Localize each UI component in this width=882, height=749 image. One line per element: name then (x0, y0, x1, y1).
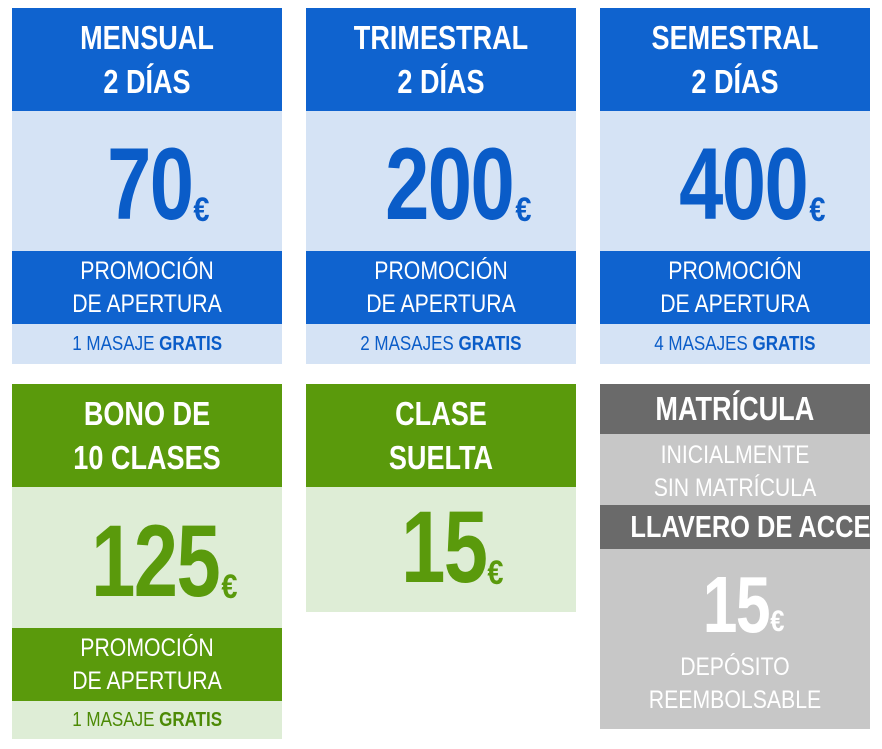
plan-title-line1: TRIMESTRAL (353, 18, 529, 56)
plan-card-semestral: SEMESTRAL 2 DÍAS 400 € PROMOCIÓN DE APER… (600, 8, 870, 364)
promo-line2: DE APERTURA (72, 289, 222, 318)
bonus-label: 1 MASAJE (72, 332, 155, 355)
llavero-title: LLAVERO DE ACCESO (600, 505, 882, 549)
bonus-label: 4 MASAJES (654, 332, 748, 355)
price-value: 15 (400, 490, 488, 604)
plan-title-line1: MENSUAL (80, 18, 214, 56)
promo-line1: PROMOCIÓN (80, 256, 214, 285)
bonus-label: 2 MASAJES (360, 332, 454, 355)
matricula-card: MATRÍCULA INICIALMENTE SIN MATRÍCULA LLA… (600, 384, 882, 729)
promo-banner: PROMOCIÓN DE APERTURA (306, 251, 576, 324)
plan-title-line1: CLASE (395, 394, 487, 432)
plan-title: TRIMESTRAL 2 DÍAS (306, 8, 576, 111)
bonus-text: 4 MASAJES GRATIS (600, 324, 870, 364)
promo-banner: PROMOCIÓN DE APERTURA (12, 251, 282, 324)
plan-card-trimestral: TRIMESTRAL 2 DÍAS 200 € PROMOCIÓN DE APE… (306, 8, 576, 364)
bonus-strong: GRATIS (752, 332, 816, 355)
promo-line2: DE APERTURA (366, 289, 516, 318)
plan-price: 70 € (12, 111, 282, 251)
promo-line1: PROMOCIÓN (374, 256, 508, 285)
plan-price: 200 € (306, 111, 576, 251)
plan-title-line2: 2 DÍAS (691, 62, 779, 100)
bonus-strong: GRATIS (458, 332, 522, 355)
matricula-note: INICIALMENTE SIN MATRÍCULA (600, 434, 870, 505)
price-value: 400 (679, 127, 810, 241)
bonus-label: 1 MASAJE (72, 708, 155, 731)
plan-price: 125 € (12, 487, 282, 628)
plan-title: MENSUAL 2 DÍAS (12, 8, 282, 111)
llavero-title-text: LLAVERO DE ACCESO (630, 509, 882, 544)
price-value: 200 (385, 127, 516, 241)
currency-symbol: € (487, 554, 504, 592)
plan-title-line2: 2 DÍAS (397, 62, 485, 100)
plan-title-line2: 2 DÍAS (103, 62, 191, 100)
bonus-text: 2 MASAJES GRATIS (306, 324, 576, 364)
promo-line2: DE APERTURA (660, 289, 810, 318)
plan-title-line1: SEMESTRAL (651, 18, 819, 56)
promo-line1: PROMOCIÓN (80, 633, 214, 662)
currency-symbol: € (193, 191, 210, 229)
price-value: 70 (106, 127, 194, 241)
deposit-note: DEPÓSITO REEMBOLSABLE (600, 651, 870, 717)
deposit-line1: DEPÓSITO (680, 653, 790, 681)
currency-symbol: € (515, 191, 532, 229)
plan-title: CLASE SUELTA (306, 384, 576, 487)
plan-price: 400 € (600, 111, 870, 251)
promo-line1: PROMOCIÓN (668, 256, 802, 285)
price-value: 15 (702, 560, 771, 649)
matricula-title: MATRÍCULA (600, 384, 870, 434)
plan-card-bono-10-clases: BONO DE 10 CLASES 125 € PROMOCIÓN DE APE… (12, 384, 282, 739)
matricula-title-text: MATRÍCULA (655, 390, 815, 427)
llavero-body: 15 € DEPÓSITO REEMBOLSABLE (600, 549, 870, 729)
bonus-text: 1 MASAJE GRATIS (12, 324, 282, 364)
promo-line2: DE APERTURA (72, 666, 222, 695)
matricula-note-line1: INICIALMENTE (660, 441, 810, 469)
price-value: 125 (91, 504, 222, 618)
plan-card-mensual: MENSUAL 2 DÍAS 70 € PROMOCIÓN DE APERTUR… (12, 8, 282, 364)
plan-price: 15 € (306, 487, 576, 612)
llavero-price: 15 € (600, 549, 870, 645)
currency-symbol: € (809, 191, 826, 229)
bonus-text: 1 MASAJE GRATIS (12, 701, 282, 739)
deposit-line2: REEMBOLSABLE (648, 686, 822, 714)
bonus-strong: GRATIS (158, 332, 222, 355)
currency-symbol: € (221, 568, 238, 606)
currency-symbol: € (770, 605, 785, 638)
matricula-note-line2: SIN MATRÍCULA (653, 474, 817, 502)
plan-title-line1: BONO DE (83, 394, 211, 432)
plan-title: BONO DE 10 CLASES (12, 384, 282, 487)
plan-title: SEMESTRAL 2 DÍAS (600, 8, 870, 111)
plan-title-line2: 10 CLASES (73, 438, 221, 476)
plan-card-clase-suelta: CLASE SUELTA 15 € (306, 384, 576, 612)
plan-title-line2: SUELTA (388, 438, 494, 476)
promo-banner: PROMOCIÓN DE APERTURA (600, 251, 870, 324)
promo-banner: PROMOCIÓN DE APERTURA (12, 628, 282, 701)
bonus-strong: GRATIS (158, 708, 222, 731)
